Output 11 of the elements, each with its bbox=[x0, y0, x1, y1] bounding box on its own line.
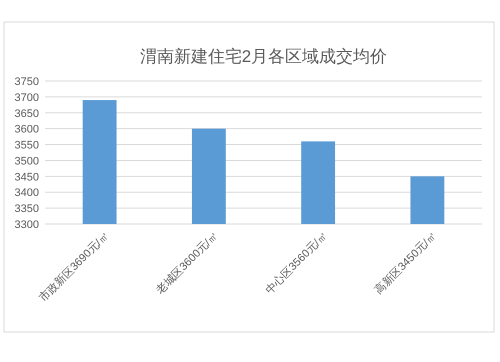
y-tick-label: 3300 bbox=[14, 219, 39, 231]
y-tick-label: 3450 bbox=[14, 171, 39, 184]
chart-title: 渭南新建住宅2月各区域成交均价 bbox=[140, 47, 388, 66]
y-tick-label: 3500 bbox=[14, 155, 39, 168]
y-tick-label: 3600 bbox=[14, 124, 39, 136]
y-tick-label: 3650 bbox=[14, 108, 39, 120]
y-tick-label: 3350 bbox=[14, 203, 39, 216]
y-tick-label: 3750 bbox=[14, 76, 39, 88]
y-tick-label: 3400 bbox=[14, 187, 39, 200]
y-tick-label: 3550 bbox=[14, 140, 39, 152]
y-tick-label: 3700 bbox=[14, 92, 39, 104]
